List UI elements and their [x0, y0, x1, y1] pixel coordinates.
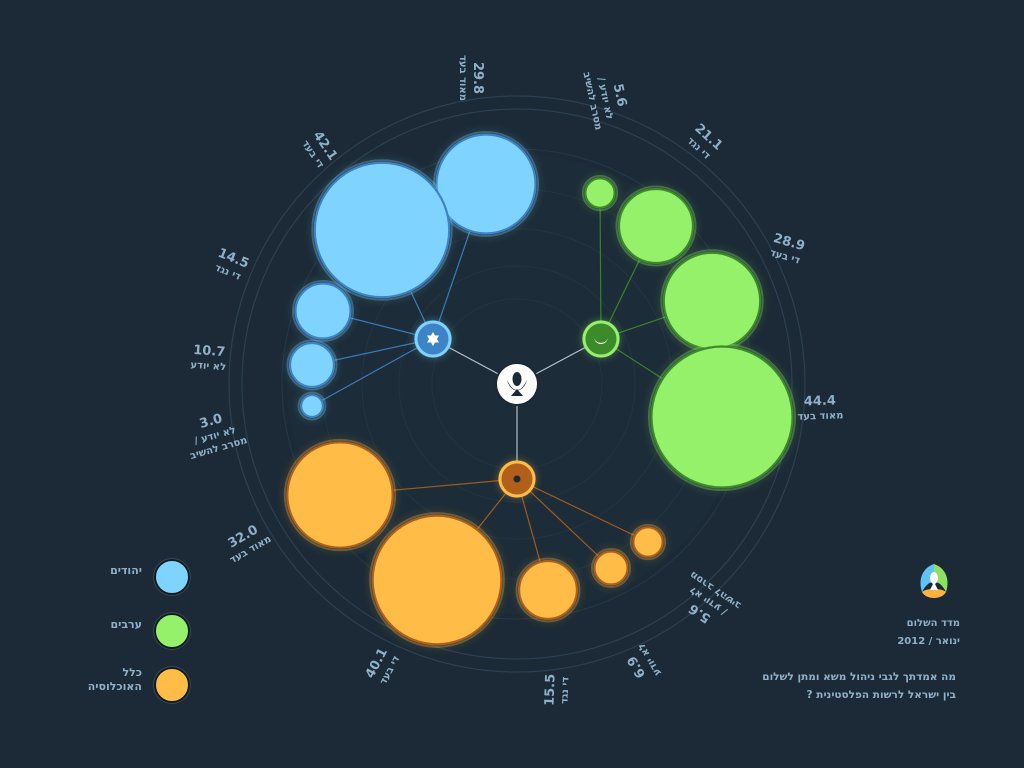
legend-item-total: כלל האוכלוסיה — [60, 664, 190, 718]
hub — [582, 320, 620, 358]
bubble-glow — [515, 557, 581, 623]
bubble-glow — [286, 339, 338, 391]
bubble-glow — [283, 438, 397, 552]
brand-name: מדד השלום — [906, 618, 960, 629]
value-label-group: 14.5די נגד — [213, 246, 251, 283]
bubble — [650, 345, 794, 489]
value-label: 44.4 — [804, 393, 837, 409]
bubble-glow — [590, 547, 632, 589]
bubble-link — [516, 478, 612, 569]
bubble — [617, 187, 695, 265]
question-line-2: בין ישראל לרשות הפלסטינית ? — [806, 689, 956, 701]
bubble-link — [516, 478, 649, 543]
bubble-link — [599, 192, 602, 340]
group-hubs — [414, 320, 620, 498]
legend: יהודים ערבים כלל האוכלוסיה — [60, 556, 190, 718]
star-of-david-icon — [427, 332, 439, 346]
legend-label: כלל האוכלוסיה — [87, 666, 142, 693]
survey-question: מה אמדתך לגבי ניהול משא ומתן לשלום בין י… — [700, 668, 956, 704]
bubble — [288, 341, 336, 389]
bubble — [435, 133, 537, 235]
legend-swatch — [154, 667, 190, 703]
category-label: די נגד — [560, 677, 572, 705]
crescent-icon — [594, 337, 608, 344]
center-logo — [495, 362, 539, 406]
bubble — [313, 161, 451, 299]
brand-date: ינואר / 2012 — [897, 636, 960, 647]
legend-swatch — [154, 559, 190, 595]
value-label: 3.0 — [198, 411, 224, 432]
bubble — [584, 177, 616, 209]
bubble — [632, 526, 664, 558]
bubble — [299, 393, 325, 419]
legend-item-jews: יהודים — [60, 556, 190, 610]
category-label: לא יודע — [190, 360, 226, 373]
dove-icon — [507, 372, 527, 396]
bubble-glow — [311, 159, 453, 301]
peace-index-logo-icon — [913, 561, 955, 603]
legend-label: יהודים — [110, 564, 142, 577]
value-label-group: 5.6לא יודע /מסרב להשיב — [581, 71, 630, 131]
bubble-glow — [369, 512, 505, 648]
category-label: מאוד בעד — [797, 410, 843, 423]
value-label-group: 28.9די בעד — [768, 231, 806, 267]
bubble-glow — [581, 174, 619, 212]
bubble — [593, 550, 629, 586]
legend-swatch — [154, 613, 190, 649]
bubble — [517, 559, 579, 621]
value-label: 5.6 — [610, 82, 629, 108]
value-label-group: 42.1די בעד — [299, 129, 340, 171]
legend-item-arabs: ערבים — [60, 610, 190, 664]
bubble-glow — [615, 185, 697, 267]
value-label-group: 6.9לא יודע — [625, 641, 664, 680]
ring — [241, 108, 793, 660]
bubble-link — [311, 338, 434, 407]
value-label-group: 3.0לא יודע /מסרב להשיב — [189, 411, 249, 462]
bubble-glow — [647, 342, 797, 492]
bubble-glow — [629, 523, 667, 561]
ring — [398, 265, 636, 503]
bubble — [662, 251, 762, 351]
bubble-glow — [297, 391, 327, 421]
value-label-group: 40.1די בעד — [363, 646, 403, 687]
value-label-group: 15.5 די נגד — [542, 674, 571, 707]
bubble — [371, 514, 503, 646]
circle-dot-icon — [513, 475, 521, 483]
ring — [228, 95, 806, 673]
bubbles — [283, 130, 797, 648]
bubble-glow — [292, 280, 354, 342]
value-label-group: 21.1די נגד — [685, 121, 726, 162]
value-label: 10.7 — [193, 343, 226, 360]
category-label: מאוד בעד — [457, 55, 468, 101]
value-label: 29.8 — [470, 62, 485, 94]
value-label: 15.5 — [542, 674, 558, 707]
question-line-1: מה אמדתך לגבי ניהול משא ומתן לשלום — [762, 671, 956, 683]
legend-label: ערבים — [110, 618, 142, 631]
value-label-group: 10.7לא יודע — [190, 343, 226, 373]
bubble — [294, 282, 352, 340]
bubble — [286, 441, 394, 549]
value-label-group: 5.6לא יודע /מסרב להשיב — [686, 569, 743, 626]
